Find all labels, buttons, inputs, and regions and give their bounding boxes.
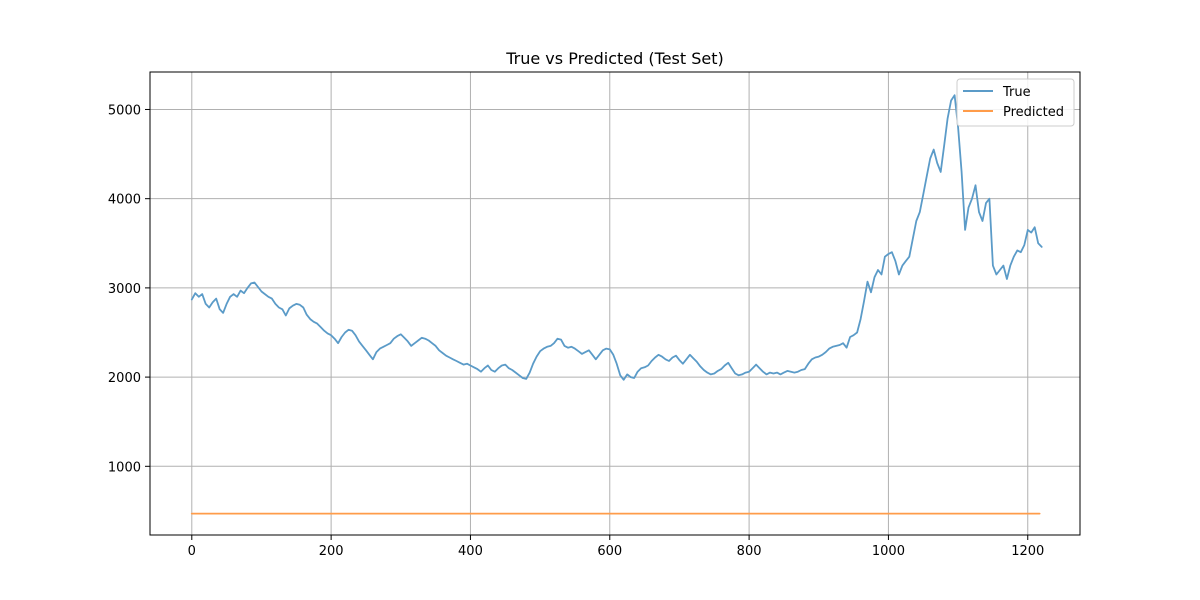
x-tick-label-1000: 1000 [872, 544, 905, 559]
axis-ticks: 0 200 400 600 800 1000 1200 1000 2000 3000 4000 500… [108, 103, 1044, 559]
legend-label-predicted: Predicted [1003, 105, 1064, 120]
grid [150, 72, 1080, 535]
x-tick-label-600: 600 [597, 544, 622, 559]
y-tick-label-2000: 2000 [108, 371, 141, 386]
x-tick-label-800: 800 [737, 544, 762, 559]
x-tick-label-0: 0 [188, 544, 196, 559]
x-tick-label-400: 400 [458, 544, 483, 559]
y-tick-label-1000: 1000 [108, 460, 141, 475]
y-tick-label-3000: 3000 [108, 282, 141, 297]
series-layer [190, 94, 1043, 515]
x-tick-label-1200: 1200 [1011, 544, 1044, 559]
legend-label-true: True [1002, 85, 1031, 100]
y-tick-label-4000: 4000 [108, 193, 141, 208]
y-tick-label-5000: 5000 [108, 103, 141, 118]
x-tick-label-200: 200 [319, 544, 344, 559]
plot-frame [149, 71, 1081, 536]
legend: True Predicted [956, 78, 1075, 127]
chart-title: True vs Predicted (Test Set) [505, 49, 724, 68]
series-line-true [190, 94, 1043, 381]
